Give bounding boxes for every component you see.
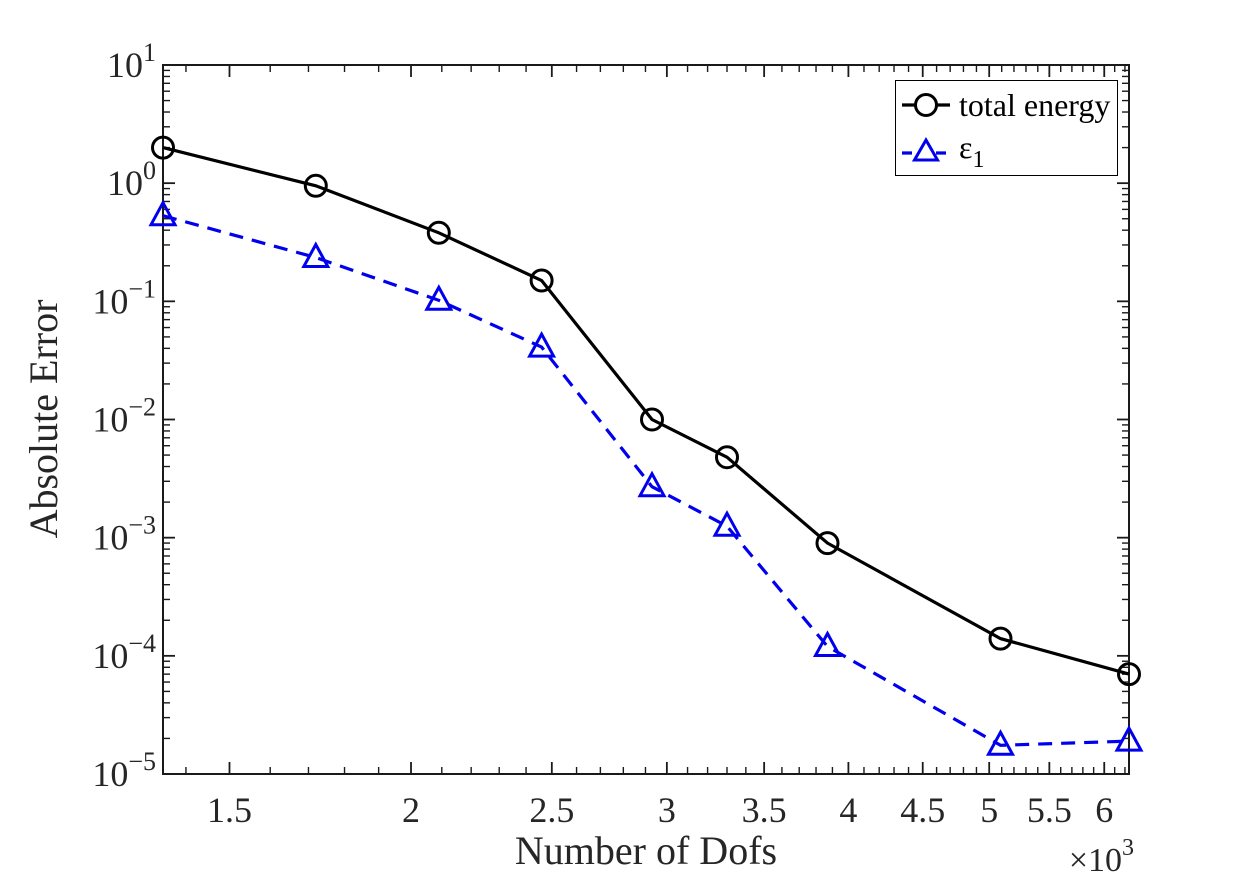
y-tick-label: 10−3 (92, 511, 156, 558)
y-tick-label: 10−1 (92, 274, 156, 321)
legend-label-total-energy: total energy (959, 87, 1111, 123)
legend: total energy ε1 (895, 80, 1118, 176)
x-axis-multiplier: ×103 (1069, 835, 1134, 875)
x-tick-label: 3 (658, 790, 676, 830)
marker-triangle (424, 284, 454, 311)
marker-triangle (301, 241, 331, 268)
y-tick-label: 10−5 (92, 747, 156, 794)
plot-box (162, 64, 1130, 775)
x-tick-label: 4.5 (900, 790, 945, 830)
marker-triangle (812, 630, 843, 657)
legend-sample-dashed-triangle-icon (902, 136, 950, 162)
legend-item-total-energy: total energy (901, 83, 1117, 127)
marker-triangle (637, 470, 667, 498)
marker-circle (988, 626, 1013, 651)
marker-circle (426, 220, 451, 245)
x-axis-label: Number of Dofs (515, 828, 777, 873)
x-tick-label: 1.5 (207, 790, 252, 830)
x-tick-label: 5.5 (1027, 790, 1072, 830)
x-tick-label: 5 (980, 790, 998, 830)
y-tick-label: 101 (107, 38, 156, 85)
marker-circle (303, 173, 328, 198)
y-tick-label: 10−4 (92, 629, 156, 676)
marker-circle (715, 445, 739, 470)
marker-triangle (712, 510, 742, 537)
y-tick-label: 10−2 (92, 393, 156, 440)
legend-sample-solid-circle-icon (902, 93, 950, 117)
marker-triangle (527, 330, 557, 358)
y-tick-label: 100 (107, 156, 156, 203)
series-line-eps1 (162, 214, 1130, 747)
marker-circle (815, 531, 840, 556)
x-tick-label: 6 (1095, 790, 1113, 830)
x-tick-label: 2 (402, 790, 420, 830)
marker-triangle (148, 199, 178, 227)
legend-item-eps1: ε1 (901, 129, 1117, 173)
legend-label-eps1: ε1 (959, 128, 985, 173)
marker-circle (529, 268, 554, 293)
marker-triangle (985, 729, 1016, 756)
y-axis-label: Absolute Error (21, 300, 66, 539)
x-tick-label: 3.5 (742, 790, 787, 830)
marker-circle (1117, 662, 1141, 687)
marker-circle (151, 135, 175, 160)
x-tick-label: 2.5 (529, 790, 574, 830)
series-line-total-energy (162, 146, 1130, 676)
marker-circle (640, 407, 664, 432)
marker-triangle (1114, 724, 1144, 752)
x-tick-label: 4 (839, 790, 857, 830)
